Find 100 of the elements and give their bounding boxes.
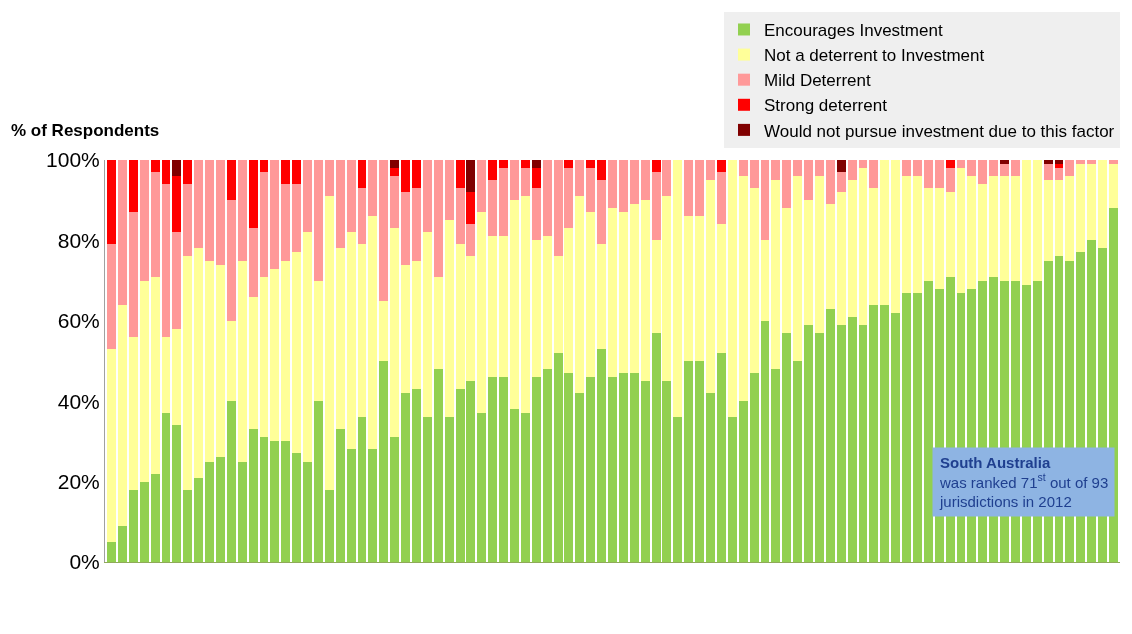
bar <box>107 348 116 542</box>
bar <box>738 160 748 177</box>
bar <box>923 188 933 281</box>
bar <box>1076 160 1086 165</box>
bar <box>836 160 846 173</box>
bar <box>237 160 247 261</box>
bar <box>139 160 149 281</box>
bar <box>640 381 650 562</box>
bar <box>172 425 182 562</box>
bar <box>488 377 498 562</box>
bar <box>150 160 160 173</box>
bar <box>477 160 487 213</box>
bar <box>716 160 726 173</box>
bar <box>727 160 737 418</box>
bar <box>858 324 868 562</box>
bar <box>444 160 454 221</box>
bar <box>738 401 748 562</box>
bar <box>836 192 846 325</box>
bar <box>150 172 160 277</box>
bar <box>422 417 432 562</box>
bar <box>412 188 421 261</box>
bar <box>684 361 694 562</box>
bar <box>891 160 901 313</box>
bar <box>444 417 454 562</box>
bar <box>804 160 813 201</box>
bar <box>934 188 944 289</box>
bar <box>226 200 236 321</box>
bar <box>281 160 291 185</box>
bar <box>172 176 182 233</box>
bar <box>923 280 933 562</box>
bar <box>499 236 509 378</box>
bar <box>847 160 857 181</box>
bar <box>597 180 607 245</box>
bar <box>368 449 378 562</box>
bar <box>804 324 813 562</box>
bar <box>858 168 868 325</box>
bar <box>945 168 955 193</box>
bar <box>324 489 334 562</box>
bar <box>150 276 160 474</box>
bar <box>1065 160 1075 177</box>
bar <box>128 489 138 562</box>
bar <box>586 168 596 213</box>
bar <box>520 196 530 414</box>
bar <box>542 160 552 237</box>
bar <box>978 184 988 281</box>
bar <box>226 320 236 402</box>
bar <box>194 248 204 478</box>
bar <box>346 160 356 233</box>
bar <box>346 449 356 562</box>
bar <box>760 320 770 562</box>
bar <box>303 232 313 462</box>
bar <box>324 160 334 197</box>
bar <box>880 304 890 562</box>
bar <box>313 160 323 281</box>
bar <box>782 208 792 333</box>
bar <box>161 184 171 337</box>
bar <box>248 228 258 297</box>
bar <box>880 160 890 305</box>
bar <box>597 348 607 562</box>
bar <box>390 228 400 438</box>
bar <box>259 437 269 562</box>
bar <box>586 212 596 378</box>
bar <box>303 461 313 562</box>
bar <box>989 160 999 177</box>
legend-label: Mild Deterrent <box>764 71 872 91</box>
bar <box>706 160 715 181</box>
bar <box>902 176 912 293</box>
bar <box>618 212 628 374</box>
bar <box>390 168 400 177</box>
bar <box>684 216 694 361</box>
bar <box>520 160 530 169</box>
bar <box>793 160 803 177</box>
bar <box>488 180 498 237</box>
bar <box>292 184 302 253</box>
bar <box>412 260 421 390</box>
bar <box>128 336 138 490</box>
bar <box>172 160 182 177</box>
bar <box>869 188 879 305</box>
bar <box>793 361 803 562</box>
bar <box>433 160 443 277</box>
bar <box>303 160 313 233</box>
bar <box>531 188 541 241</box>
bar <box>107 541 116 562</box>
bar <box>869 304 879 562</box>
bar <box>117 160 127 305</box>
bar <box>629 204 639 374</box>
bar <box>466 160 476 193</box>
bar <box>1043 160 1053 165</box>
bar <box>444 220 454 418</box>
bar <box>379 361 389 562</box>
y-tick-label: 100% <box>46 148 100 172</box>
bar <box>335 248 345 430</box>
bar <box>640 160 650 201</box>
bar <box>575 196 585 394</box>
bar <box>477 212 487 414</box>
bar <box>749 160 759 189</box>
bar <box>139 280 149 482</box>
bar <box>270 160 280 269</box>
bar <box>313 280 323 402</box>
bar <box>215 264 225 458</box>
